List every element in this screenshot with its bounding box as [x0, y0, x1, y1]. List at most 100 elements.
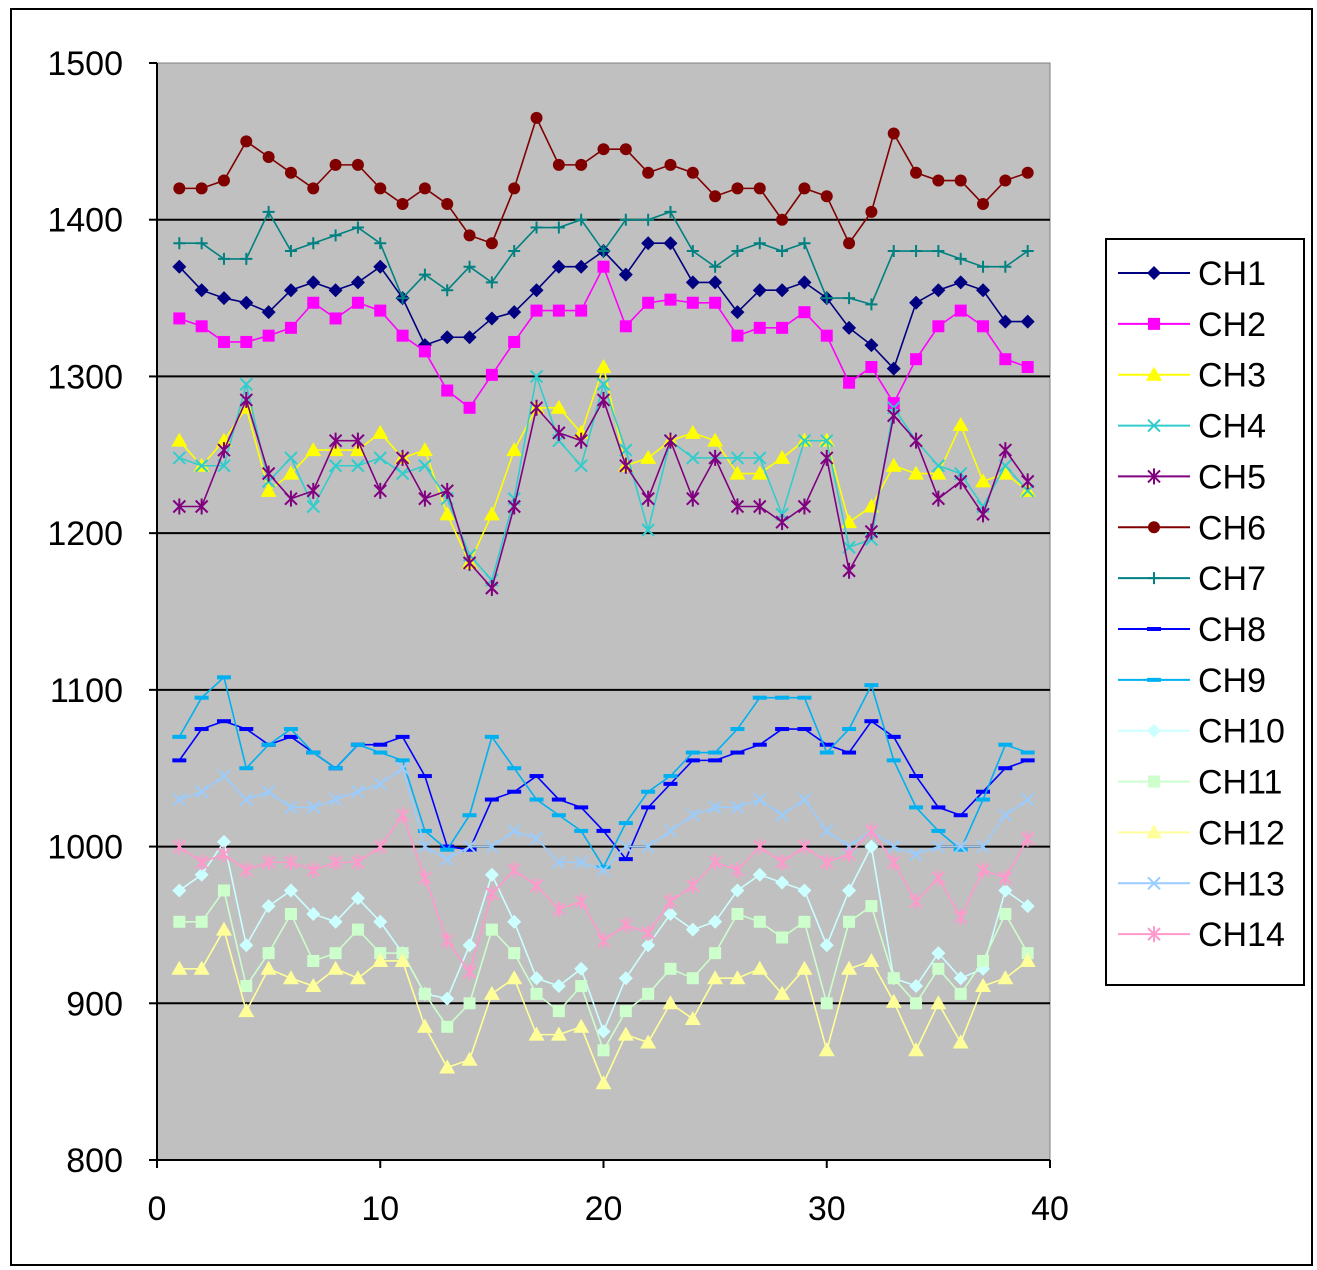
data-point [730, 727, 745, 732]
data-point [954, 987, 967, 1000]
data-point [440, 852, 454, 866]
data-point [173, 182, 186, 195]
data-point [997, 970, 1014, 985]
data-point [708, 800, 722, 815]
data-point [707, 970, 724, 985]
data-point [618, 267, 633, 282]
data-point [239, 295, 254, 310]
data-point [1020, 314, 1035, 329]
data-point [418, 182, 431, 195]
data-point [574, 259, 589, 274]
data-point [930, 465, 947, 480]
data-point [686, 877, 700, 894]
data-point [998, 869, 1013, 886]
data-point [307, 237, 320, 250]
data-point [664, 205, 677, 218]
data-point [574, 855, 588, 869]
data-point [798, 182, 811, 195]
data-point [1020, 792, 1035, 807]
data-point [306, 750, 321, 755]
data-point [373, 259, 388, 274]
data-point [327, 960, 344, 975]
data-point [931, 459, 946, 473]
legend-marker [1146, 824, 1162, 839]
data-point [977, 260, 990, 273]
data-point [797, 727, 812, 732]
data-point [485, 839, 499, 854]
legend-item-ch11: CH11 [1118, 764, 1282, 802]
legend-label: CH10 [1198, 713, 1285, 751]
data-point [261, 854, 276, 871]
data-point [306, 499, 320, 514]
legend-label: CH1 [1198, 255, 1266, 293]
data-point [908, 1042, 925, 1057]
data-point [865, 298, 878, 311]
data-point [418, 839, 432, 854]
data-point [908, 465, 925, 480]
data-point [642, 987, 655, 1000]
data-point [641, 805, 656, 810]
data-point [751, 960, 768, 975]
data-point [931, 283, 946, 298]
data-point [796, 960, 813, 975]
data-point [663, 906, 678, 921]
data-point [820, 449, 834, 466]
data-point [574, 961, 589, 976]
data-point [797, 498, 812, 515]
y-tick-label: 1100 [50, 672, 123, 710]
data-point [886, 758, 901, 763]
data-point [954, 304, 967, 317]
data-point [462, 554, 477, 571]
data-point [529, 971, 544, 986]
data-point [484, 311, 499, 326]
data-point [663, 781, 678, 786]
data-point [508, 335, 521, 348]
data-point [351, 221, 364, 234]
data-point [619, 213, 632, 226]
data-point [283, 734, 298, 739]
data-point [418, 987, 431, 1000]
data-point [574, 828, 589, 833]
legend-label: CH14 [1198, 916, 1285, 954]
legend-item-ch1: CH1 [1118, 255, 1266, 293]
data-point [797, 275, 812, 290]
data-point [217, 252, 230, 265]
data-point [843, 237, 856, 250]
data-point [194, 785, 209, 799]
data-point [551, 813, 566, 818]
data-point [998, 766, 1013, 771]
data-point [753, 915, 766, 928]
data-point [395, 734, 410, 739]
data-point [977, 198, 990, 211]
data-point [239, 727, 254, 732]
data-point [707, 432, 724, 447]
data-point [217, 335, 230, 348]
data-point [284, 854, 298, 871]
data-point [731, 182, 744, 195]
data-point [262, 205, 275, 218]
data-point [529, 832, 544, 846]
data-point [775, 283, 790, 298]
data-point [663, 432, 678, 449]
data-point [686, 245, 699, 258]
data-point [262, 329, 275, 342]
data-point [395, 449, 410, 466]
data-point [953, 473, 968, 490]
data-point [953, 971, 968, 986]
data-point [530, 221, 543, 234]
data-point [216, 834, 231, 849]
data-point [351, 459, 365, 473]
y-tick-label: 1300 [47, 358, 123, 396]
data-point [954, 174, 967, 187]
data-point [909, 847, 923, 862]
data-point [820, 433, 834, 448]
series-ch9 [172, 675, 1035, 869]
data-point [172, 838, 187, 855]
data-point [261, 742, 276, 747]
data-point [529, 797, 544, 802]
data-point [550, 1026, 567, 1041]
data-point [641, 938, 656, 953]
data-point [307, 182, 320, 195]
data-point [976, 283, 991, 298]
